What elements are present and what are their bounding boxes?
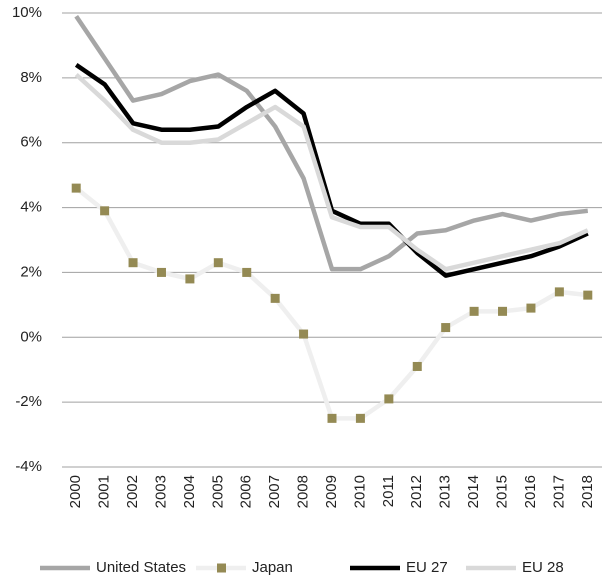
x-tick-label: 2013: [437, 475, 454, 508]
legend-label: EU 27: [406, 559, 448, 576]
marker: [327, 413, 337, 423]
marker: [242, 267, 252, 277]
x-tick-label: 2012: [408, 475, 425, 508]
marker: [498, 306, 508, 316]
series-line: [74, 186, 589, 421]
legend-item: EU 28: [466, 559, 564, 576]
x-tick-label: 2006: [238, 475, 255, 508]
y-tick-label: 0%: [20, 328, 42, 345]
legend-item: Japan: [196, 559, 293, 576]
y-tick-label: -4%: [15, 458, 42, 475]
legend-label: Japan: [252, 559, 293, 576]
x-tick-label: 2002: [124, 475, 141, 508]
x-tick-label: 2011: [380, 475, 397, 507]
y-tick-label: 4%: [20, 199, 42, 216]
x-tick-label: 2004: [181, 475, 198, 508]
y-tick-label: -2%: [15, 393, 42, 410]
x-tick-label: 2008: [295, 475, 312, 508]
x-tick-label: 2014: [465, 475, 482, 508]
x-tick-label: 2018: [579, 475, 596, 508]
x-tick-label: 2016: [522, 475, 539, 508]
x-tick-label: 2010: [351, 475, 368, 508]
marker: [213, 258, 223, 268]
x-tick-label: 2003: [152, 475, 169, 508]
legend-marker: [217, 563, 226, 573]
series-line: [74, 72, 589, 272]
marker: [185, 274, 195, 284]
marker: [441, 323, 451, 333]
marker: [526, 303, 536, 313]
series-line: [74, 14, 589, 272]
marker: [355, 413, 365, 423]
x-tick-label: 2015: [493, 475, 510, 508]
marker: [412, 361, 422, 371]
y-tick-label: 6%: [20, 134, 42, 151]
marker: [71, 183, 81, 193]
legend-item: EU 27: [350, 559, 448, 576]
x-tick-label: 2000: [67, 475, 84, 508]
x-tick-label: 2017: [550, 475, 567, 508]
marker: [100, 206, 110, 216]
legend-item: United States: [40, 559, 186, 576]
marker: [384, 394, 394, 404]
marker: [554, 287, 564, 297]
x-tick-label: 2005: [209, 475, 226, 508]
marker: [270, 293, 280, 303]
x-tick-label: 2001: [96, 475, 113, 508]
legend-label: EU 28: [522, 559, 564, 576]
y-tick-label: 8%: [20, 69, 42, 86]
legend-label: United States: [96, 559, 186, 576]
marker: [469, 306, 479, 316]
marker: [156, 267, 166, 277]
x-tick-label: 2007: [266, 475, 283, 508]
y-tick-label: 2%: [20, 263, 42, 280]
x-tick-label: 2009: [323, 475, 340, 508]
y-tick-label: 10%: [12, 4, 42, 21]
marker: [583, 290, 593, 300]
marker: [299, 329, 309, 339]
marker: [128, 258, 138, 268]
